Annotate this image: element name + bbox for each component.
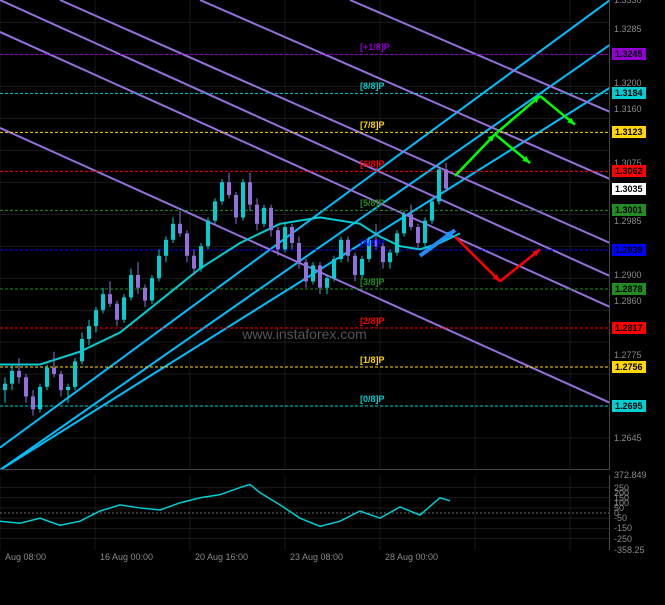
x-tick-label: Aug 08:00 [5,552,46,562]
murray-level-label: [0/8]P [360,394,385,404]
level-price-tag: 1.3245 [612,48,646,60]
murray-level-label: [+1/8]P [360,42,390,52]
main-price-chart[interactable]: www.instaforex.com [+1/8]P[8/8]P[7/8]P[6… [0,0,610,470]
murray-level-label: [2/8]P [360,316,385,326]
indicator-y-label: -150 [614,523,632,533]
indicator-svg [0,475,610,550]
murray-level-label: [3/8]P [360,277,385,287]
level-price-tag: 1.3062 [612,165,646,177]
y-tick-label: 1.2775 [614,350,642,360]
x-tick-label: 16 Aug 00:00 [100,552,153,562]
x-axis: Aug 08:00 16 Aug 00:00 20 Aug 16:00 23 Aug … [0,550,610,570]
level-price-tag: 1.2817 [612,322,646,334]
murray-level-label: [7/8]P [360,120,385,130]
level-price-tag: 1.2756 [612,361,646,373]
level-price-tag: 1.3184 [612,87,646,99]
indicator-chart[interactable] [0,475,610,550]
y-tick-label: 1.3285 [614,24,642,34]
main-chart-svg [0,0,610,470]
indicator-y-label: -358.25 [614,545,645,555]
x-tick-label: 28 Aug 00:00 [385,552,438,562]
y-tick-label: 1.2645 [614,433,642,443]
murray-level-label: [6/8]P [360,159,385,169]
y-tick-label: 1.2860 [614,296,642,306]
level-price-tag: 1.2878 [612,283,646,295]
murray-level-label: [4/8]P [360,238,385,248]
level-price-tag: 1.2939 [612,244,646,256]
y-tick-label: 1.2985 [614,216,642,226]
y-axis-indicator: -358.25-250-150-50050100150200250372.849 [612,475,665,550]
y-tick-label: 1.3330 [614,0,642,5]
murray-level-label: [1/8]P [360,355,385,365]
x-tick-label: 20 Aug 16:00 [195,552,248,562]
indicator-y-label: -250 [614,534,632,544]
level-price-tag: 1.3123 [612,126,646,138]
murray-level-label: [5/8]P [360,198,385,208]
level-price-tag: 1.2695 [612,400,646,412]
indicator-y-label: 372.849 [614,470,647,480]
y-tick-label: 1.3160 [614,104,642,114]
y-tick-label: 1.2900 [614,270,642,280]
y-axis-main: 1.2645 1.2695 1.27561.2775 1.2817 1.2860 1.29… [612,0,665,470]
indicator-y-label: 250 [614,483,629,493]
x-tick-label: 23 Aug 08:00 [290,552,343,562]
current-price-tag: 1.3035 [612,183,646,195]
forex-chart-container: www.instaforex.com [+1/8]P[8/8]P[7/8]P[6… [0,0,665,605]
level-price-tag: 1.3001 [612,204,646,216]
murray-level-label: [8/8]P [360,81,385,91]
